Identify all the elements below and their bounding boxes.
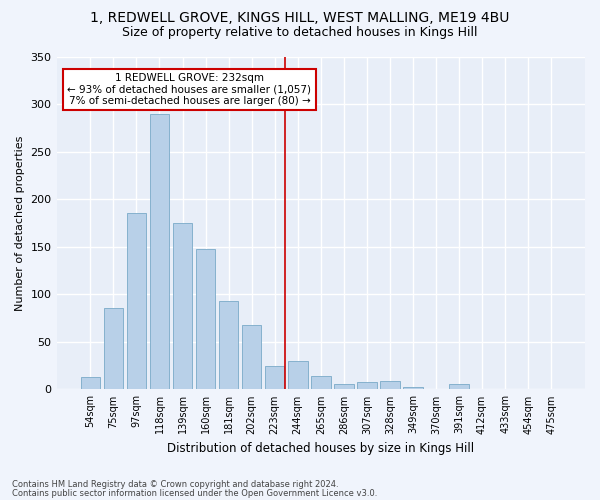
- Text: Contains HM Land Registry data © Crown copyright and database right 2024.: Contains HM Land Registry data © Crown c…: [12, 480, 338, 489]
- Text: Size of property relative to detached houses in Kings Hill: Size of property relative to detached ho…: [122, 26, 478, 39]
- Bar: [334, 384, 353, 390]
- Text: 1, REDWELL GROVE, KINGS HILL, WEST MALLING, ME19 4BU: 1, REDWELL GROVE, KINGS HILL, WEST MALLI…: [91, 11, 509, 25]
- Bar: [127, 214, 146, 390]
- Bar: [288, 361, 308, 390]
- Text: 1 REDWELL GROVE: 232sqm
← 93% of detached houses are smaller (1,057)
7% of semi-: 1 REDWELL GROVE: 232sqm ← 93% of detache…: [67, 72, 311, 106]
- Bar: [449, 384, 469, 390]
- Bar: [357, 382, 377, 390]
- Bar: [80, 377, 100, 390]
- Bar: [196, 248, 215, 390]
- Y-axis label: Number of detached properties: Number of detached properties: [15, 136, 25, 310]
- Bar: [149, 114, 169, 390]
- Bar: [311, 376, 331, 390]
- Bar: [403, 386, 423, 390]
- Bar: [219, 301, 238, 390]
- Bar: [265, 366, 284, 390]
- Bar: [104, 308, 123, 390]
- Bar: [380, 381, 400, 390]
- X-axis label: Distribution of detached houses by size in Kings Hill: Distribution of detached houses by size …: [167, 442, 475, 455]
- Bar: [242, 324, 262, 390]
- Text: Contains public sector information licensed under the Open Government Licence v3: Contains public sector information licen…: [12, 488, 377, 498]
- Bar: [173, 223, 193, 390]
